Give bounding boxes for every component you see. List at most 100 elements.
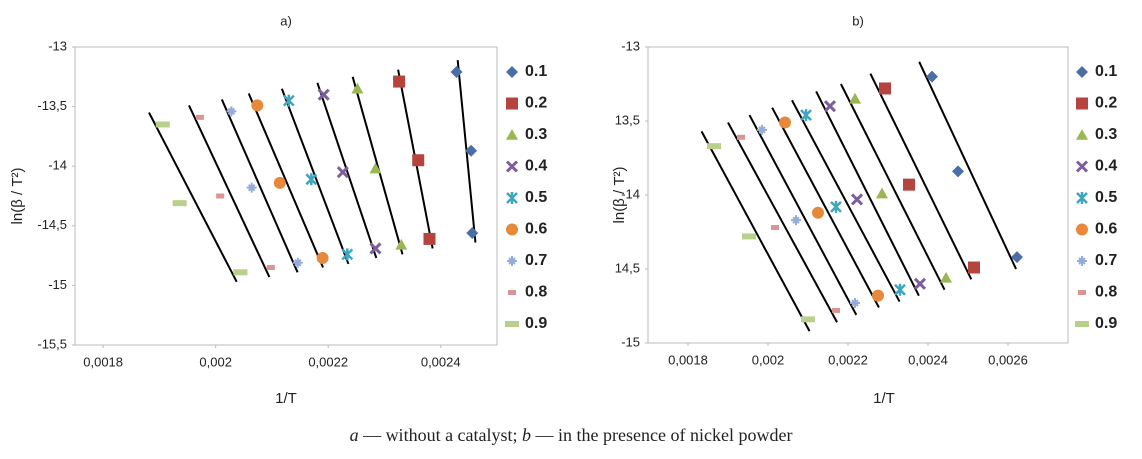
point	[465, 144, 478, 157]
point	[926, 70, 938, 83]
point	[757, 124, 767, 135]
trend-line	[188, 104, 271, 278]
caption-part: b	[522, 425, 531, 445]
point	[341, 248, 354, 261]
point	[742, 233, 756, 240]
point	[282, 94, 295, 107]
point	[771, 225, 779, 231]
legend-label: 0.5	[525, 189, 547, 206]
x-tick-label: 0,002	[752, 352, 785, 367]
point	[737, 134, 745, 140]
point	[791, 215, 801, 226]
trend-line	[748, 114, 858, 316]
legend-marker	[506, 66, 518, 78]
legend-label: 0.8	[1095, 284, 1117, 301]
y-axis-title: ln(β / T²)	[9, 168, 26, 225]
legend-label: 0.1	[1095, 63, 1117, 80]
point	[266, 265, 275, 271]
plot-frame	[74, 46, 498, 346]
point	[968, 261, 980, 274]
caption-part: — without a catalyst;	[359, 425, 522, 445]
point	[903, 178, 915, 191]
point	[779, 116, 791, 129]
point	[466, 226, 479, 239]
point	[423, 232, 436, 245]
point	[1011, 251, 1023, 264]
legend-marker	[505, 321, 519, 327]
y-axis-title: ln(β / T²)	[611, 167, 628, 224]
legend-label: 0.7	[525, 252, 547, 269]
legend-label: 0.7	[1095, 252, 1117, 269]
point	[812, 206, 824, 219]
point	[233, 269, 248, 276]
point	[412, 154, 425, 167]
x-tick-label: 0,0018	[83, 354, 123, 369]
point	[395, 238, 408, 250]
x-tick-label: 0,0022	[308, 354, 348, 369]
trend-line	[700, 130, 811, 332]
point	[273, 176, 286, 189]
legend-label: 0.4	[1095, 158, 1117, 175]
legend-marker	[506, 223, 518, 236]
x-tick-label: 0,002	[199, 354, 232, 369]
y-tick-label: -13	[621, 38, 640, 53]
legend-marker	[1076, 129, 1088, 140]
caption-part: a	[350, 425, 359, 445]
point	[879, 82, 891, 95]
legend-label: 0.2	[525, 95, 547, 112]
point	[850, 298, 860, 309]
point	[830, 200, 842, 213]
legend-marker	[508, 290, 516, 295]
y-tick-label: -15	[621, 334, 640, 349]
y-tick-label: 13,5	[615, 112, 640, 127]
y-tick-label: -14,5	[37, 217, 67, 232]
y-tick-label: -15	[48, 277, 67, 292]
trend-line	[727, 122, 838, 323]
point	[894, 283, 906, 296]
legend-marker	[507, 256, 517, 266]
point	[707, 143, 721, 150]
trend-line	[791, 99, 901, 303]
point	[940, 271, 952, 283]
point	[800, 109, 812, 122]
point	[155, 121, 170, 128]
y-tick-label: -13,5	[37, 98, 67, 113]
legend-marker	[506, 97, 518, 110]
trend-line	[771, 107, 880, 308]
x-tick-label: 0,0026	[988, 352, 1028, 367]
y-tick-label: 14,5	[615, 260, 640, 275]
legend-marker	[1075, 160, 1089, 173]
point	[216, 193, 225, 199]
legend-marker	[1076, 223, 1088, 236]
legend-label: 0.4	[525, 158, 547, 175]
legend-label: 0.3	[525, 126, 547, 143]
point	[850, 193, 864, 206]
point	[872, 289, 884, 302]
trend-line	[815, 90, 920, 297]
legend-label: 0.9	[525, 315, 547, 332]
point	[305, 173, 318, 186]
x-tick-label: 0,0024	[421, 354, 461, 369]
trend-line	[316, 82, 378, 259]
x-tick-label: 0,0024	[908, 352, 948, 367]
legend-marker	[1076, 66, 1088, 78]
trend-line	[918, 61, 1017, 270]
point	[823, 100, 837, 113]
legend-marker	[505, 160, 519, 173]
plot-frame	[647, 46, 1069, 344]
legend-marker	[506, 129, 518, 140]
trend-line	[840, 83, 946, 291]
legend-label: 0.6	[525, 221, 547, 238]
point	[369, 242, 382, 255]
legend-label: 0.8	[525, 284, 547, 301]
point	[292, 257, 303, 268]
y-tick-label: -14	[48, 158, 67, 173]
legend-label: 0.9	[1095, 315, 1117, 332]
legend-label: 0.2	[1095, 95, 1117, 112]
point	[849, 92, 861, 104]
trend-line	[247, 93, 324, 268]
point	[246, 182, 257, 193]
y-tick-label: -13	[48, 38, 67, 53]
point	[317, 88, 330, 101]
